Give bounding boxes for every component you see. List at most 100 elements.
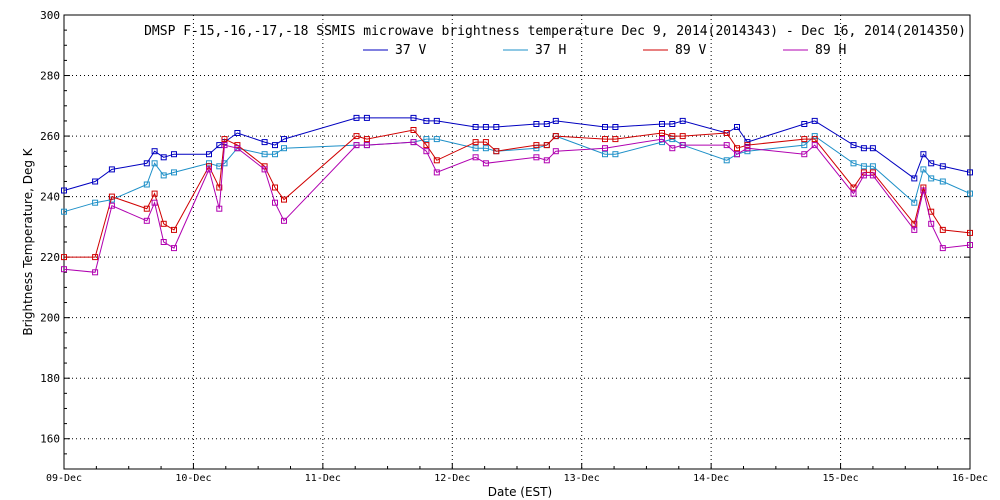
data-point bbox=[160, 154, 167, 161]
y-tick-label: 160 bbox=[40, 433, 60, 446]
data-point bbox=[533, 121, 540, 127]
data-point bbox=[801, 136, 808, 143]
data-point bbox=[472, 139, 479, 146]
data-point bbox=[423, 117, 430, 124]
data-point bbox=[261, 139, 268, 146]
data-point bbox=[669, 121, 676, 127]
legend-label: 37 H bbox=[535, 43, 566, 58]
data-point bbox=[911, 226, 918, 233]
data-point bbox=[801, 151, 808, 158]
data-point bbox=[734, 124, 740, 130]
data-point bbox=[659, 121, 665, 127]
data-point bbox=[92, 269, 99, 276]
x-tick-label: 10-Dec bbox=[175, 473, 211, 484]
y-tick-label: 240 bbox=[40, 191, 60, 204]
data-point bbox=[801, 142, 808, 149]
data-point bbox=[272, 199, 278, 206]
data-point bbox=[939, 226, 946, 233]
y-tick-label: 300 bbox=[40, 9, 60, 22]
data-point bbox=[679, 133, 686, 140]
data-point bbox=[850, 184, 857, 191]
legend: 37 V 37 H 89 V 89 H bbox=[363, 43, 846, 58]
data-point bbox=[920, 151, 927, 158]
data-point bbox=[472, 124, 479, 130]
data-point bbox=[221, 136, 228, 143]
series-line bbox=[63, 138, 971, 273]
data-point bbox=[363, 136, 370, 143]
data-point bbox=[234, 145, 241, 152]
data-point bbox=[108, 193, 115, 200]
x-tick-label: 13-Dec bbox=[564, 473, 600, 484]
data-point bbox=[659, 136, 665, 143]
data-point bbox=[811, 142, 818, 149]
x-tick-label: 16-Dec bbox=[952, 473, 988, 484]
data-point bbox=[221, 142, 228, 149]
data-point bbox=[160, 220, 167, 227]
data-point bbox=[143, 160, 150, 167]
data-point bbox=[493, 148, 500, 155]
data-point bbox=[353, 114, 360, 121]
data-point bbox=[234, 142, 241, 149]
data-point bbox=[920, 166, 927, 173]
data-point bbox=[928, 160, 935, 167]
data-point bbox=[216, 184, 223, 191]
data-point bbox=[911, 175, 918, 182]
data-point bbox=[552, 133, 559, 140]
data-point bbox=[108, 166, 115, 173]
series-37-h bbox=[61, 133, 973, 215]
data-point bbox=[533, 142, 540, 149]
data-point bbox=[811, 117, 818, 124]
data-point bbox=[234, 130, 241, 136]
data-point bbox=[860, 145, 867, 152]
data-point bbox=[363, 142, 370, 149]
legend-label: 37 V bbox=[395, 43, 426, 58]
data-point bbox=[801, 121, 808, 127]
data-point bbox=[482, 145, 489, 152]
x-axis-label: Date (EST) bbox=[488, 485, 552, 499]
y-tick-label: 260 bbox=[40, 130, 60, 143]
chart-title: DMSP F-15,-16,-17,-18 SSMIS microwave br… bbox=[144, 24, 966, 39]
data-point bbox=[61, 266, 67, 273]
data-point bbox=[61, 254, 67, 261]
data-point bbox=[410, 127, 417, 133]
data-point bbox=[679, 142, 686, 149]
data-point bbox=[602, 136, 608, 143]
data-point bbox=[472, 145, 479, 152]
data-point bbox=[160, 172, 167, 179]
data-point bbox=[612, 124, 619, 130]
data-point bbox=[353, 142, 360, 149]
data-point bbox=[353, 133, 360, 140]
series-89-v bbox=[61, 127, 973, 261]
x-tick-label: 11-Dec bbox=[305, 473, 341, 484]
data-point bbox=[143, 205, 150, 212]
data-point bbox=[272, 151, 278, 158]
series-line bbox=[63, 135, 971, 213]
data-point bbox=[433, 157, 440, 164]
data-point bbox=[171, 226, 177, 233]
data-point bbox=[552, 117, 559, 124]
data-point bbox=[967, 169, 973, 176]
data-point bbox=[281, 145, 287, 152]
data-point bbox=[850, 190, 857, 197]
data-point bbox=[869, 145, 876, 152]
data-point bbox=[281, 196, 287, 203]
data-point bbox=[939, 163, 946, 170]
data-point bbox=[850, 142, 857, 149]
data-point bbox=[281, 217, 287, 224]
data-point bbox=[472, 154, 479, 161]
grid-layer bbox=[64, 15, 970, 469]
data-point bbox=[860, 172, 867, 179]
data-point bbox=[552, 148, 559, 155]
data-point bbox=[151, 160, 158, 167]
data-point bbox=[206, 151, 212, 158]
data-point bbox=[92, 254, 99, 261]
data-point bbox=[151, 190, 158, 197]
series-line bbox=[64, 129, 971, 258]
x-tick-label: 15-Dec bbox=[823, 473, 859, 484]
data-point bbox=[734, 151, 740, 158]
data-point bbox=[92, 178, 99, 185]
data-point bbox=[61, 208, 67, 215]
data-point bbox=[869, 172, 876, 179]
data-point bbox=[928, 220, 935, 227]
data-point bbox=[160, 239, 167, 245]
